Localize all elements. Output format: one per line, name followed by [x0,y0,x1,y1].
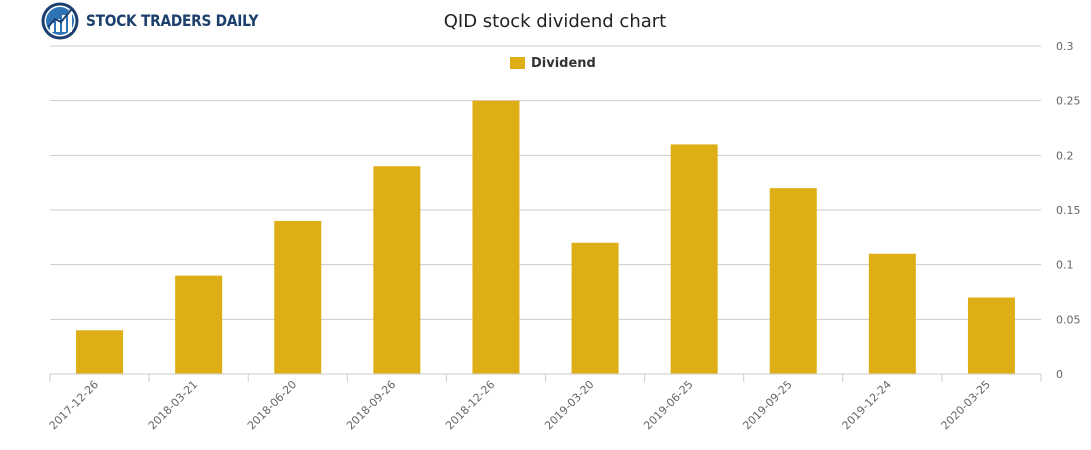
x-tick-label: 2020-03-25 [939,378,993,432]
x-tick-label: 2018-12-26 [443,378,497,432]
logo[interactable]: STOCK TRADERS DAILY [40,1,258,41]
bars [76,100,1015,375]
x-tick-label: 2017-12-26 [47,378,101,432]
y-tick-label: 0.3 [1056,40,1074,53]
x-tick-label: 2019-06-25 [641,378,695,432]
x-tick-label: 2018-03-21 [146,378,200,432]
bar [967,297,1015,374]
y-tick-label: 0.15 [1056,204,1081,217]
bar [868,253,916,374]
bar [670,144,718,374]
bar [571,242,619,374]
legend-swatch [510,57,525,69]
x-tick-label: 2019-12-24 [840,378,894,432]
bar [769,188,817,374]
bar-chart-globe-icon [41,2,79,40]
bar [274,220,322,374]
x-tick-label: 2018-06-20 [245,378,299,432]
bar [76,330,124,374]
chart-title: QID stock dividend chart [443,11,667,32]
bar [472,100,520,375]
y-tick-label: 0.25 [1056,95,1081,108]
bar [373,166,421,374]
y-tick-label: 0.1 [1056,259,1074,272]
x-tick-label: 2019-03-20 [542,378,596,432]
legend-label: Dividend [531,55,596,71]
x-tick-label: 2019-09-25 [740,378,794,432]
x-tick-label: 2018-09-26 [344,378,398,432]
logo-text: STOCK TRADERS DAILY [86,11,259,30]
bar [175,275,223,374]
y-tick-label: 0.2 [1056,149,1074,162]
y-tick-label: 0 [1056,368,1063,381]
legend: Dividend [510,55,596,71]
y-tick-label: 0.05 [1056,313,1081,326]
